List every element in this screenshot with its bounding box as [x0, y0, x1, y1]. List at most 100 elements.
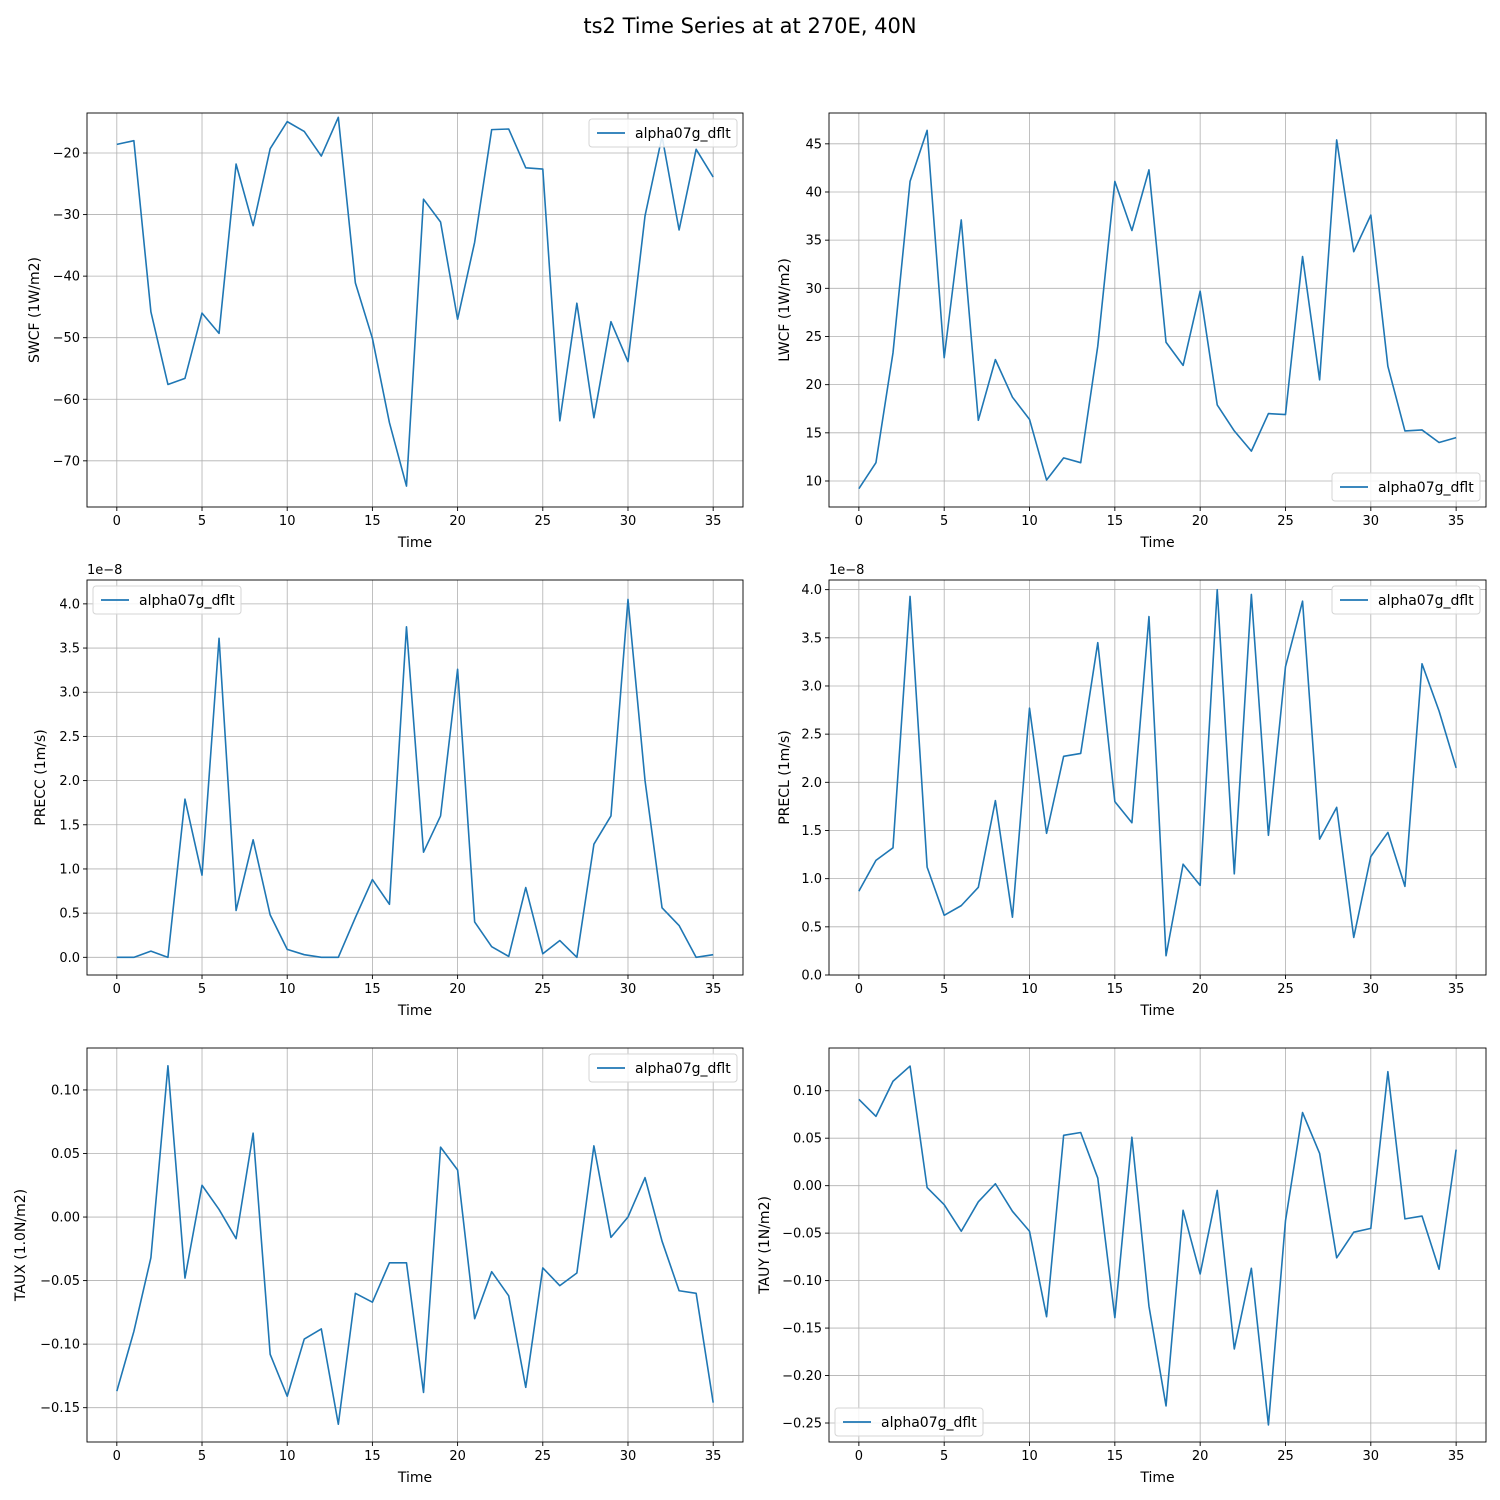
x-tick-label: 0	[855, 1449, 863, 1464]
series-line	[858, 1065, 1457, 1426]
x-tick-label: 35	[1448, 982, 1465, 997]
x-tick-label: 20	[1192, 1449, 1209, 1464]
axes-frame	[828, 579, 1487, 976]
y-tick-label: 0.0	[801, 969, 822, 984]
x-tick-label: 5	[940, 514, 948, 529]
y-tick-label: 2.0	[59, 774, 80, 789]
legend: alpha07g_dflt	[588, 1053, 738, 1083]
x-tick-label: 0	[855, 982, 863, 997]
x-tick-label: 20	[1192, 982, 1209, 997]
x-tick-label: 35	[1448, 1449, 1465, 1464]
x-axis-label: Time	[397, 535, 432, 551]
legend: alpha07g_dflt	[92, 585, 242, 615]
x-tick-label: 15	[364, 514, 381, 529]
y-tick-label: −20	[53, 147, 80, 162]
legend: alpha07g_dflt	[1331, 472, 1481, 502]
series-line	[116, 1064, 714, 1426]
x-axis-label: Time	[1139, 1470, 1174, 1486]
y-tick-label: 3.5	[801, 631, 822, 646]
x-tick-label: 25	[535, 1449, 552, 1464]
y-tick-label: −70	[53, 454, 80, 469]
legend: alpha07g_dflt	[834, 1407, 984, 1437]
x-tick-label: 25	[1277, 1449, 1294, 1464]
y-tick-label: 10	[805, 474, 822, 489]
axes-frame	[86, 1047, 744, 1443]
subplot-5: 0 5 10 15 20 25 30 35 −0.15 −0.10 −0.05 0.00 0.05 0.1…	[13, 1047, 744, 1486]
legend-box	[92, 585, 242, 615]
subplot-1: 0 5 10 15 20 25 30 35 −70 −60 −50 −40 −30 −20 Time SWCF…	[27, 112, 744, 551]
y-tick-label: −40	[53, 270, 80, 285]
y-axis-label: PRECL (1m/s)	[777, 730, 793, 825]
legend-box	[588, 118, 738, 148]
y-tick-label: 0.10	[793, 1084, 822, 1099]
x-tick-label: 35	[705, 982, 722, 997]
subplot-2: 0 5 10 15 20 25 30 35 10 15 20 25 30 35 40 45 Time LWCF (…	[777, 112, 1487, 551]
axes-frame	[86, 112, 744, 508]
x-tick-label: 10	[1021, 514, 1038, 529]
y-tick-label: −0.05	[40, 1274, 80, 1289]
x-tick-label: 5	[198, 1449, 206, 1464]
x-tick-label: 0	[855, 514, 863, 529]
series-line	[116, 598, 714, 959]
legend-box	[1331, 472, 1481, 502]
legend-label: alpha07g_dflt	[881, 1415, 977, 1431]
y-tick-label: 1.5	[801, 824, 822, 839]
y-tick-label: 4.0	[801, 583, 822, 598]
x-tick-label: 0	[113, 514, 121, 529]
y-tick-label: −0.10	[40, 1338, 80, 1353]
y-tick-label: 15	[805, 426, 822, 441]
y-tick-label: 2.0	[801, 776, 822, 791]
y-tick-label: −0.10	[782, 1274, 822, 1289]
y-tick-label: 0.00	[793, 1179, 822, 1194]
y-axis-label: TAUX (1.0N/m2)	[13, 1189, 29, 1302]
y-tick-label: 35	[805, 234, 822, 249]
x-tick-label: 5	[198, 982, 206, 997]
x-tick-label: 5	[940, 1449, 948, 1464]
x-tick-label: 10	[279, 514, 296, 529]
x-tick-label: 20	[449, 1449, 466, 1464]
x-tick-label: 5	[940, 982, 948, 997]
x-tick-label: 20	[449, 982, 466, 997]
y-tick-label: 3.0	[59, 686, 80, 701]
legend-label: alpha07g_dflt	[1378, 593, 1474, 609]
series-line	[116, 116, 714, 487]
legend: alpha07g_dflt	[588, 118, 738, 148]
x-tick-label: 0	[113, 1449, 121, 1464]
axes-frame	[828, 112, 1487, 508]
axes-frame	[828, 1047, 1487, 1443]
legend: alpha07g_dflt	[1331, 585, 1481, 615]
x-tick-label: 10	[1021, 982, 1038, 997]
x-tick-label: 30	[620, 1449, 637, 1464]
x-axis-label: Time	[1139, 535, 1174, 551]
y-tick-label: 4.0	[59, 597, 80, 612]
subplot-3: 0 5 10 15 20 25 30 35 0.0 0.5 1.0 1.5 2.0 2.5 3.0 3.5 4.…	[33, 563, 744, 1019]
y-tick-label: 1.0	[801, 872, 822, 887]
x-tick-label: 15	[1107, 982, 1124, 997]
y-tick-label: 45	[805, 137, 822, 152]
x-tick-label: 30	[1363, 514, 1380, 529]
y-tick-label: 30	[805, 282, 822, 297]
y-axis-label: PRECC (1m/s)	[33, 729, 49, 826]
y-tick-label: 1.5	[59, 818, 80, 833]
y-tick-label: 0.5	[59, 907, 80, 922]
axes-frame	[86, 579, 744, 976]
y-tick-label: −0.20	[782, 1369, 822, 1384]
y-tick-label: −0.15	[40, 1401, 80, 1416]
x-tick-label: 35	[1448, 514, 1465, 529]
y-tick-label: 2.5	[801, 728, 822, 743]
y-tick-label: 20	[805, 378, 822, 393]
y-tick-label: 0.0	[59, 951, 80, 966]
y-tick-label: −0.15	[782, 1322, 822, 1337]
y-axis-label: LWCF (1W/m2)	[777, 258, 793, 362]
y-tick-label: 3.0	[801, 679, 822, 694]
y-axis-label: TAUY (1N/m2)	[757, 1196, 773, 1295]
y-tick-label: −30	[53, 208, 80, 223]
x-tick-label: 10	[279, 982, 296, 997]
x-tick-label: 5	[198, 514, 206, 529]
x-tick-label: 25	[1277, 982, 1294, 997]
x-tick-label: 25	[535, 514, 552, 529]
legend-box	[1331, 585, 1481, 615]
y-tick-label: −60	[53, 393, 80, 408]
x-axis-label: Time	[397, 1470, 432, 1486]
